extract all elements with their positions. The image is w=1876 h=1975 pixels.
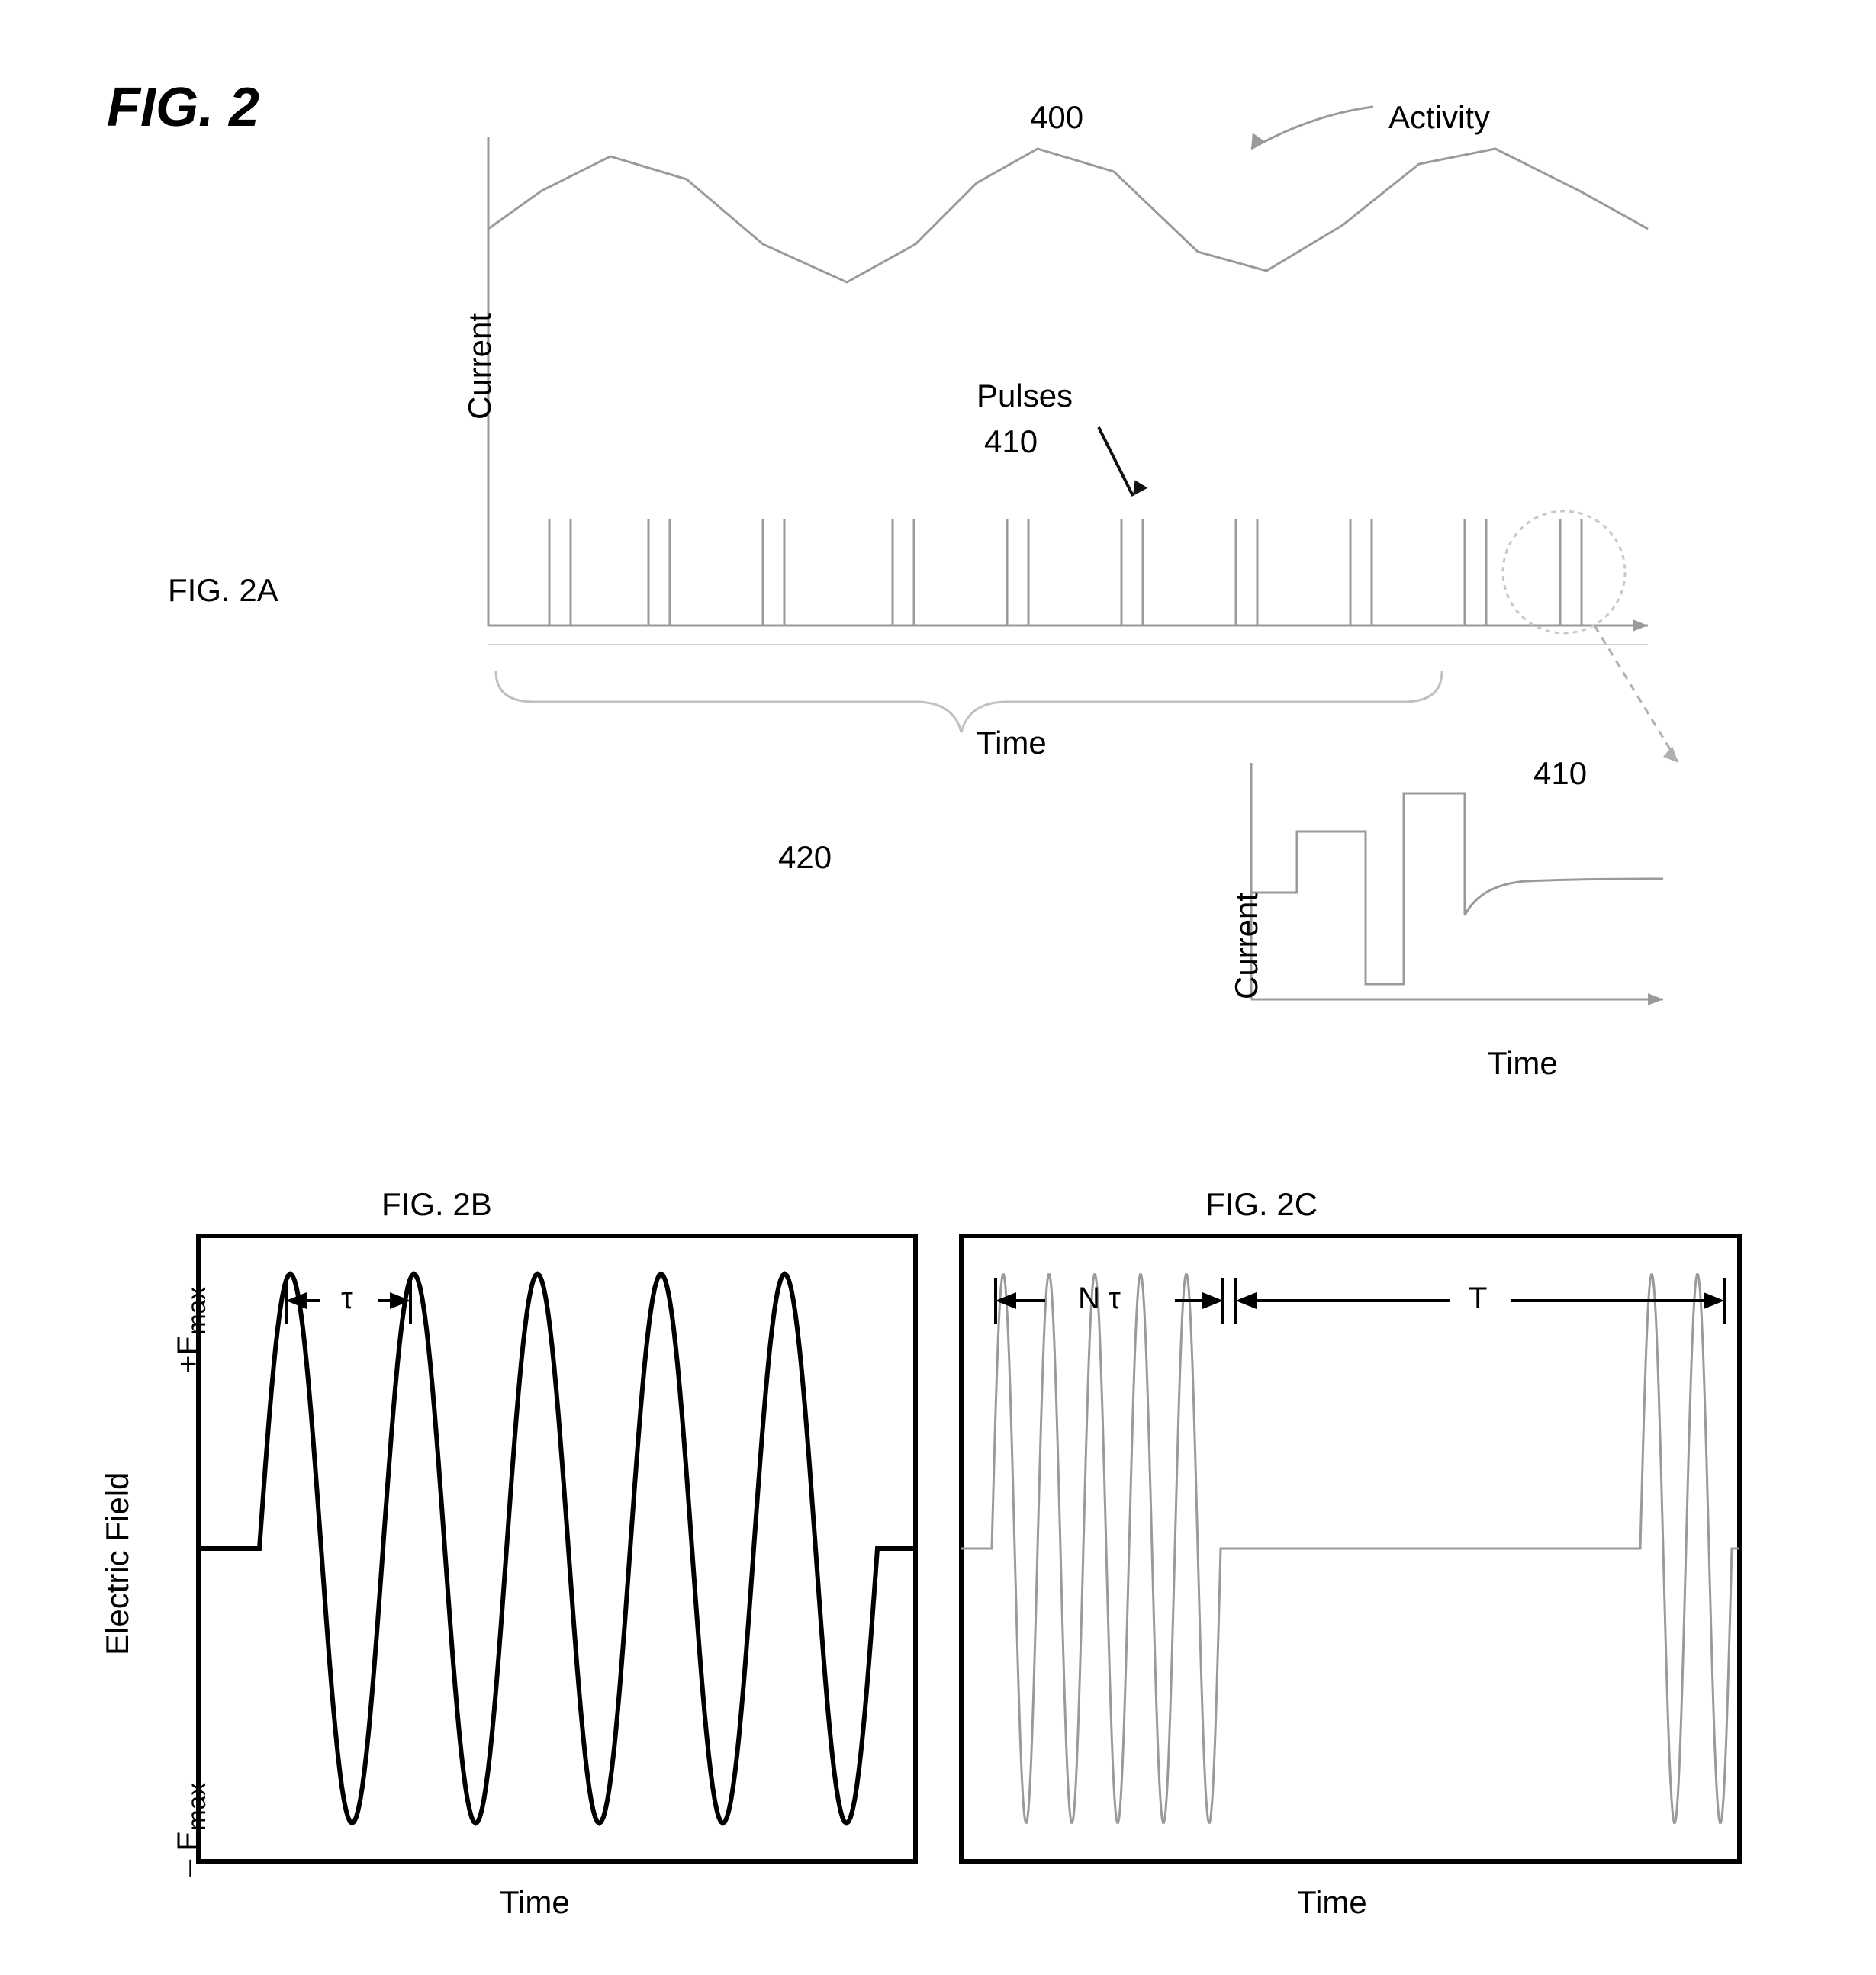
fig2a-ylabel: Current [462, 313, 498, 420]
emax-neg: – E [172, 1831, 205, 1877]
inset-xlabel: Time [1488, 1045, 1558, 1082]
fig2b-plot [198, 1236, 915, 1861]
fig2c-T: T [1469, 1282, 1487, 1316]
fig2c-xlabel: Time [1297, 1884, 1367, 1921]
fig2b-tau: τ [341, 1282, 353, 1316]
fig2a-label: FIG. 2A [168, 572, 278, 609]
inset-ylabel: Current [1228, 893, 1265, 999]
callout-pulses: Pulses [977, 378, 1073, 414]
fig2b-xlabel: Time [500, 1884, 570, 1921]
fig2c-label: FIG. 2C [1205, 1186, 1318, 1223]
ref-410: 410 [984, 423, 1038, 460]
fig2a-xlabel: Time [977, 725, 1047, 761]
emax-pos-sub: max [183, 1287, 211, 1335]
fig2b-label: FIG. 2B [381, 1186, 492, 1223]
ref-420: 420 [778, 839, 832, 876]
emax-pos: +E [172, 1335, 205, 1373]
fig2c-plot [961, 1236, 1739, 1861]
fig2b-ytick-pos: +Emax [172, 1287, 212, 1373]
callout-activity: Activity [1388, 99, 1490, 136]
fig2b-ytick-neg: – Emax [172, 1783, 212, 1877]
emax-neg-sub: max [183, 1783, 211, 1831]
ref-410b: 410 [1533, 755, 1587, 792]
fig2c-ntau: N τ [1078, 1282, 1121, 1316]
fig2b-ylabel: Electric Field [99, 1472, 136, 1655]
fig2a-inset [1251, 763, 1663, 1037]
figure-main-label: FIG. 2 [107, 76, 259, 139]
ref-400: 400 [1030, 99, 1083, 136]
